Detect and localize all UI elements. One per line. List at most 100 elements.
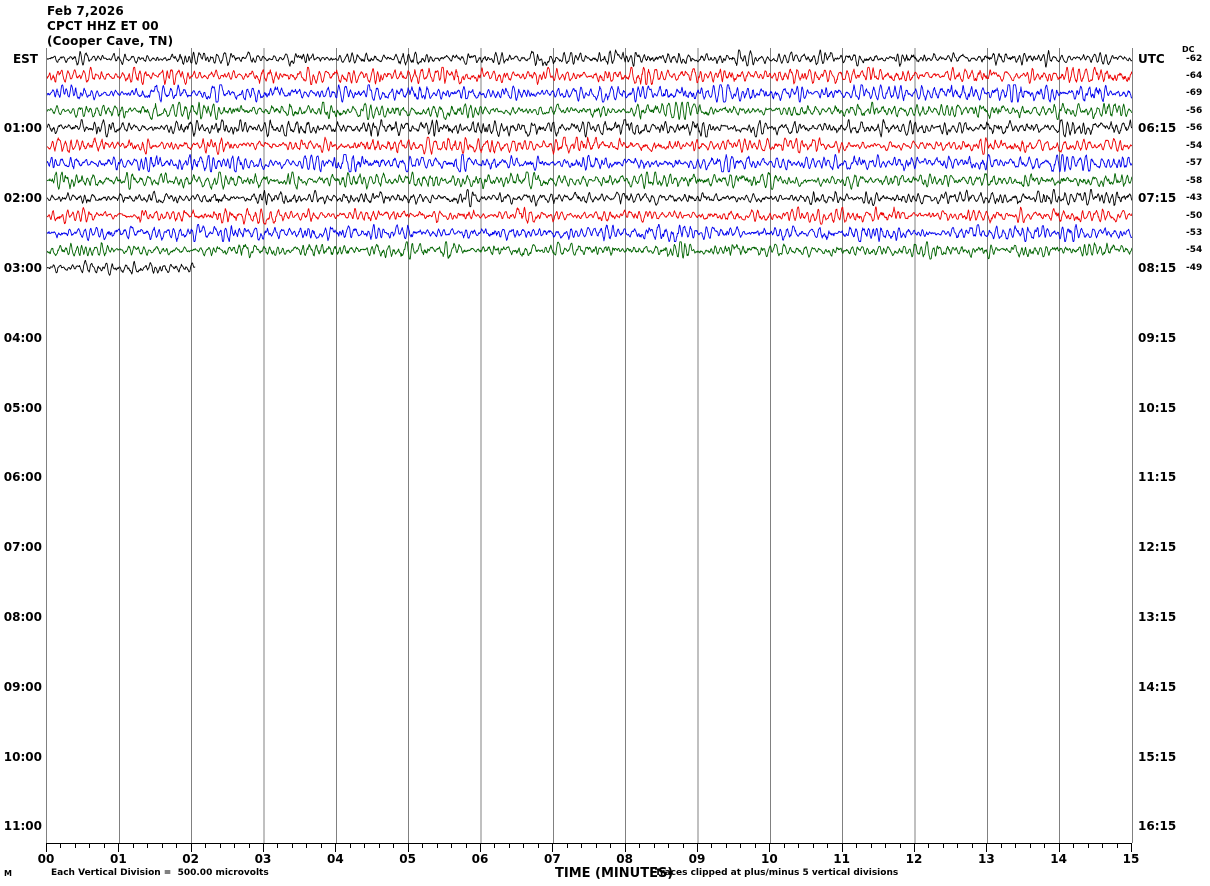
x-tick-major (1131, 843, 1132, 852)
x-tick-minor (639, 843, 641, 848)
x-axis-title: TIME (MINUTES) (555, 866, 674, 881)
x-tick-label: 12 (905, 852, 923, 866)
dc-value: -50 (1186, 210, 1203, 221)
x-tick-label: 13 (977, 852, 995, 866)
x-tick-minor (610, 843, 612, 848)
x-tick-label: 08 (616, 852, 634, 866)
seismic-trace (47, 259, 196, 276)
x-tick-minor (566, 843, 568, 848)
right-zone-label: UTC (1138, 51, 1165, 66)
x-tick-label: 14 (1050, 852, 1068, 866)
x-axis-line (46, 843, 1132, 844)
x-tick-minor (74, 843, 76, 848)
x-tick-minor (783, 843, 785, 848)
x-tick-minor (827, 843, 829, 848)
x-tick-minor (1116, 843, 1118, 848)
dc-value: -69 (1186, 88, 1203, 99)
x-tick-minor (595, 843, 597, 848)
seismic-trace (47, 189, 1132, 208)
x-tick-minor (1087, 843, 1089, 848)
dc-header-label: DC (1182, 45, 1195, 54)
left-time-label: 03:00 (3, 260, 42, 275)
right-time-label: 10:15 (1138, 400, 1177, 415)
x-tick-label: 03 (254, 852, 272, 866)
dc-value: -49 (1186, 262, 1203, 273)
dc-value: -57 (1186, 158, 1203, 169)
x-tick-major (914, 843, 915, 852)
x-tick-label: 07 (543, 852, 561, 866)
helicorder-plot[interactable] (46, 48, 1133, 843)
x-tick-major (986, 843, 988, 852)
x-tick-major (46, 843, 47, 852)
x-tick-label: 05 (399, 852, 417, 866)
x-tick-minor (176, 843, 178, 848)
x-tick-minor (537, 843, 539, 848)
dc-value: -64 (1186, 70, 1203, 81)
seismic-traces (47, 49, 1132, 276)
seismic-trace (47, 171, 1132, 190)
x-tick-minor (436, 843, 438, 848)
x-tick-label: 04 (326, 852, 344, 866)
seismic-trace (47, 206, 1132, 225)
x-tick-major (407, 843, 409, 852)
x-tick-minor (668, 843, 670, 848)
right-time-label: 09:15 (1138, 330, 1177, 345)
left-time-label: 09:00 (3, 679, 42, 694)
x-tick-minor (248, 843, 250, 848)
x-tick-label: 09 (688, 852, 706, 866)
seismic-trace (47, 119, 1132, 138)
x-tick-label: 15 (1122, 852, 1140, 866)
left-time-label: 11:00 (3, 819, 42, 834)
x-tick-label: 00 (37, 852, 55, 866)
x-tick-major (841, 843, 843, 852)
x-tick-label: 11 (833, 852, 851, 866)
x-tick-minor (798, 843, 800, 848)
x-tick-minor (971, 843, 973, 848)
x-tick-major (697, 843, 698, 852)
clip-note: Traces clipped at plus/minus 5 vertical … (655, 868, 899, 878)
dc-value: -53 (1186, 228, 1203, 238)
x-tick-major (480, 843, 481, 852)
x-tick-minor (725, 843, 727, 848)
dc-value: -43 (1186, 193, 1203, 204)
x-tick-minor (451, 843, 453, 848)
header-date: Feb 7,2026 (47, 4, 124, 18)
x-tick-minor (1073, 843, 1075, 848)
x-tick-minor (812, 843, 814, 848)
x-tick-minor (103, 843, 105, 848)
x-tick-minor (1102, 843, 1104, 848)
right-time-label: 06:15 (1138, 121, 1177, 136)
left-time-label: 10:00 (3, 749, 42, 764)
right-time-label: 12:15 (1138, 540, 1177, 555)
x-tick-minor (147, 843, 149, 848)
left-zone-label: EST (12, 51, 38, 66)
x-tick-major (263, 843, 264, 852)
dc-value: -56 (1186, 123, 1203, 134)
dc-value: -56 (1186, 105, 1203, 116)
seismic-trace (47, 49, 1132, 68)
seismic-trace (47, 136, 1132, 155)
x-tick-minor (306, 843, 308, 848)
x-tick-minor (653, 843, 655, 848)
x-tick-minor (378, 843, 380, 848)
corner-marker: M (4, 869, 12, 878)
header-channel: CPCT HHZ ET 00 (47, 19, 159, 33)
x-tick-minor (928, 843, 930, 848)
x-tick-minor (957, 843, 959, 848)
right-time-label: 16:15 (1138, 819, 1177, 834)
x-tick-minor (1015, 843, 1017, 848)
dc-value: -58 (1186, 175, 1203, 186)
dc-value: -54 (1186, 140, 1203, 151)
left-time-label: 04:00 (3, 330, 42, 345)
x-tick-major (118, 843, 120, 852)
scale-note: Each Vertical Division = 500.00 microvol… (51, 868, 269, 878)
left-time-label: 05:00 (3, 400, 42, 415)
right-time-label: 08:15 (1138, 260, 1177, 275)
left-time-label: 01:00 (3, 121, 42, 136)
header-site: (Cooper Cave, TN) (47, 34, 174, 48)
x-tick-minor (1000, 843, 1002, 848)
x-tick-major (335, 843, 337, 852)
x-tick-minor (393, 843, 395, 848)
x-tick-minor (291, 843, 293, 848)
dc-value: -62 (1186, 53, 1203, 64)
